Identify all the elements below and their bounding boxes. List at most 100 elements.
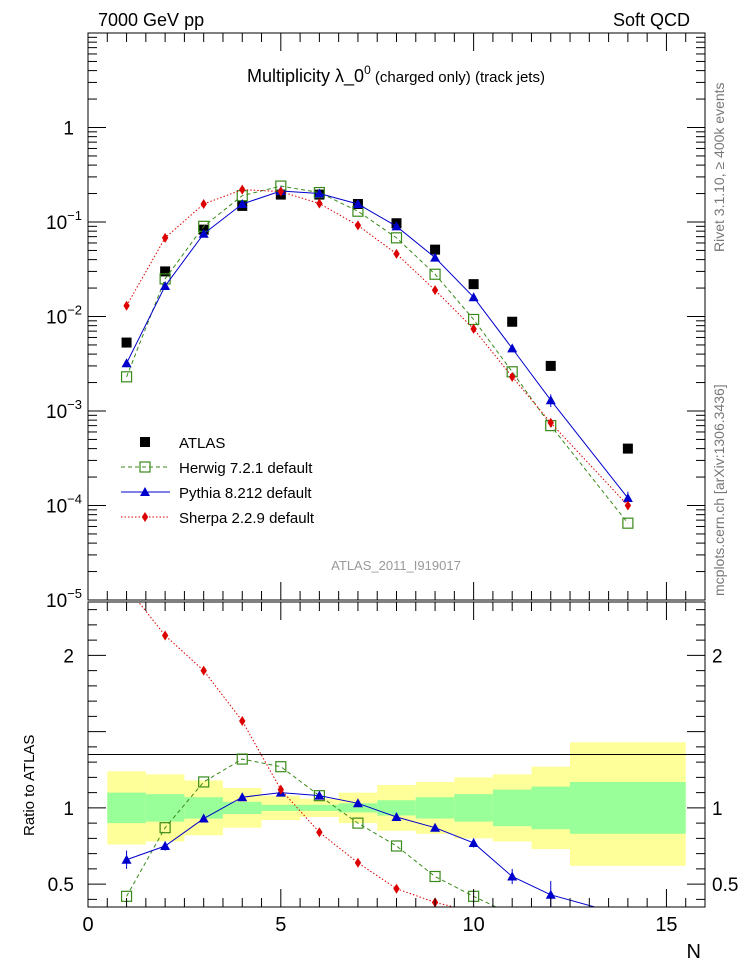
ratio-sherpa-point bbox=[393, 883, 400, 894]
mcplots-label: mcplots.cern.ch [arXiv:1306.3436] bbox=[711, 384, 727, 596]
main-atlas-point bbox=[622, 443, 633, 454]
main-atlas-point bbox=[121, 337, 132, 348]
legend-sherpa-label: Sherpa 2.2.9 default bbox=[179, 510, 315, 527]
ratio-sherpa-point bbox=[625, 925, 631, 935]
ratio-herwig-point bbox=[236, 753, 248, 765]
band-inner bbox=[377, 800, 416, 816]
ratio-pythia-point bbox=[121, 854, 132, 864]
x-tick-label: 10 bbox=[463, 914, 485, 936]
ratio-pythia-point bbox=[352, 798, 363, 808]
main-sherpa-point bbox=[161, 232, 169, 243]
main-sherpa-point bbox=[508, 371, 516, 382]
ratio-plot-frame bbox=[87, 601, 706, 908]
main-plot-frame bbox=[87, 32, 706, 601]
main-sherpa-point bbox=[547, 417, 554, 428]
main-sherpa-point bbox=[624, 500, 632, 511]
main-atlas-point bbox=[430, 244, 441, 255]
ratio-pythia-point bbox=[237, 792, 248, 802]
ratio-herwig-point bbox=[390, 840, 403, 852]
ratio-sherpa-line bbox=[137, 602, 457, 907]
main-atlas-point bbox=[507, 316, 518, 327]
y-tick-label-exponent: −5 bbox=[67, 586, 82, 601]
ratio-pythia-point bbox=[623, 911, 633, 920]
rivet-label: Rivet 3.1.10, ≥ 400k events bbox=[711, 82, 727, 252]
band-inner bbox=[492, 789, 532, 827]
y-tick-label-main: 10−5 bbox=[46, 586, 82, 612]
ratio-herwig-line bbox=[126, 758, 498, 907]
x-tick-label: 5 bbox=[275, 914, 286, 936]
ratio-pythia-point bbox=[160, 841, 171, 850]
legend-atlas-label: ATLAS bbox=[179, 435, 225, 452]
ratio-sherpa-point bbox=[509, 914, 515, 924]
y-tick-label-ratio-left: 1 bbox=[63, 799, 74, 820]
main-pythia-point bbox=[507, 343, 518, 353]
legend-atlas-marker bbox=[140, 437, 150, 447]
y-axis-label-ratio: Ratio to ATLAS bbox=[21, 735, 38, 836]
band-inner bbox=[261, 804, 301, 811]
main-sherpa-point bbox=[431, 285, 439, 296]
legend-herwig-label: Herwig 7.2.1 default bbox=[179, 460, 313, 477]
ratio-herwig-point bbox=[429, 870, 441, 883]
main-pythia-point bbox=[545, 395, 556, 405]
main-pythia-point bbox=[352, 199, 363, 209]
ratio-pythia-point bbox=[391, 812, 402, 822]
ratio-pythia-point bbox=[430, 822, 441, 832]
ratio-herwig-point bbox=[159, 822, 171, 834]
y-tick-label-main: 1 bbox=[63, 119, 74, 140]
y-tick-label-ratio-right: 2 bbox=[712, 646, 723, 667]
band-inner bbox=[415, 797, 455, 819]
ratio-sherpa-point bbox=[239, 715, 246, 726]
ratio-plot-marks bbox=[120, 602, 633, 935]
y-tick-label-ratio-left: 2 bbox=[63, 646, 74, 667]
ratio-sherpa-point bbox=[316, 827, 323, 838]
ratio-pythia-point bbox=[545, 889, 556, 899]
ratio-pythia-point bbox=[468, 837, 479, 847]
y-tick-label-base: 10 bbox=[46, 497, 67, 518]
energy-label: 7000 GeV pp bbox=[98, 10, 204, 30]
plot-title-suffix: (charged only) (track jets) bbox=[371, 69, 545, 86]
main-pythia-point bbox=[468, 292, 479, 302]
band-inner bbox=[107, 792, 146, 824]
y-tick-label-base: 10 bbox=[46, 308, 67, 329]
y-tick-label-base: 1 bbox=[63, 119, 74, 140]
y-tick-label-main: 10−1 bbox=[46, 208, 82, 234]
main-sherpa-point bbox=[470, 323, 477, 334]
plot-title-main: Multiplicity λ_0 bbox=[247, 66, 364, 87]
ratio-herwig-point bbox=[507, 910, 517, 920]
main-sherpa-point bbox=[123, 300, 130, 311]
main-atlas-point bbox=[545, 360, 556, 371]
legend-pythia-label: Pythia 8.212 default bbox=[179, 485, 312, 502]
plot-title-sup: 0 bbox=[364, 63, 371, 77]
y-tick-label-exponent: −4 bbox=[67, 492, 82, 507]
main-pythia-point bbox=[622, 493, 633, 503]
ratio-pythia-point bbox=[198, 813, 209, 823]
band-inner bbox=[454, 794, 493, 822]
main-atlas-point bbox=[160, 266, 171, 277]
band-inner bbox=[145, 794, 185, 822]
y-tick-label-main: 10−2 bbox=[46, 303, 82, 329]
main-sherpa-point bbox=[277, 186, 285, 197]
analysis-id: ATLAS_2011_I919017 bbox=[331, 558, 461, 573]
main-pythia-point bbox=[160, 281, 171, 291]
main-pythia-point bbox=[430, 252, 441, 262]
ratio-herwig-point bbox=[352, 817, 364, 829]
ratio-sherpa-point bbox=[354, 857, 362, 868]
ratio-sherpa-point bbox=[200, 665, 207, 676]
ratio-sherpa-point bbox=[161, 630, 169, 641]
ratio-herwig-point bbox=[198, 776, 210, 788]
main-sherpa-point bbox=[200, 199, 207, 210]
main-herwig-line bbox=[126, 185, 629, 524]
y-tick-label-ratio-left: 0.5 bbox=[48, 875, 74, 896]
main-sherpa-point bbox=[316, 198, 323, 209]
main-pythia-point bbox=[391, 221, 402, 231]
main-sherpa-point bbox=[354, 220, 362, 231]
main-herwig-point bbox=[390, 232, 403, 244]
x-tick-label: 15 bbox=[655, 914, 677, 936]
main-pythia-point bbox=[314, 188, 325, 198]
main-atlas-point bbox=[468, 279, 479, 290]
plot-title: Multiplicity λ_00 (charged only) (track … bbox=[247, 63, 545, 87]
y-tick-label-exponent: −1 bbox=[67, 208, 82, 223]
ratio-herwig-point bbox=[546, 920, 556, 930]
process-label: Soft QCD bbox=[613, 10, 690, 30]
